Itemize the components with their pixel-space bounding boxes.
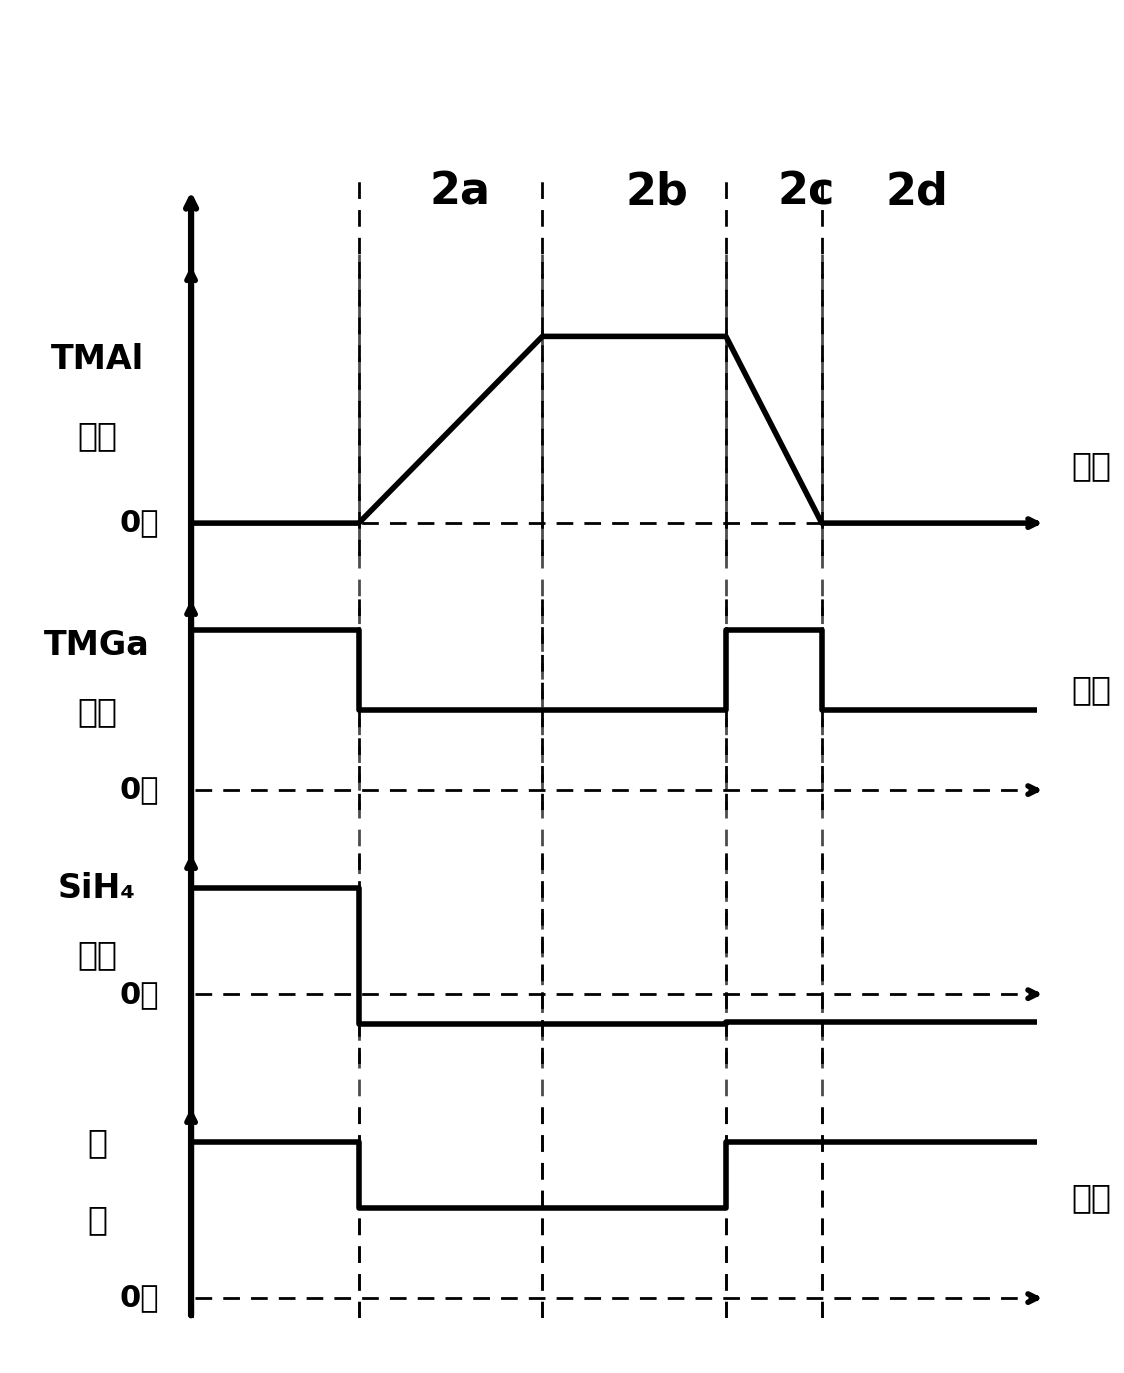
Text: 时间: 时间 — [1071, 449, 1111, 482]
Text: 流量: 流量 — [78, 419, 117, 452]
Text: 2d: 2d — [886, 170, 949, 214]
Text: 温: 温 — [88, 1126, 107, 1159]
Text: TMAl: TMAl — [51, 343, 144, 376]
Text: TMGa: TMGa — [44, 629, 149, 662]
Text: 流量: 流量 — [78, 938, 117, 971]
Text: 流量: 流量 — [78, 695, 117, 728]
Text: 0点: 0点 — [119, 508, 160, 538]
Text: 时间: 时间 — [1071, 1181, 1111, 1214]
Text: 2a: 2a — [429, 170, 491, 214]
Text: 2b: 2b — [625, 170, 688, 214]
Text: 时间: 时间 — [1071, 673, 1111, 706]
Text: 度: 度 — [88, 1203, 107, 1236]
Text: 0点: 0点 — [119, 980, 160, 1009]
Text: 2c: 2c — [778, 170, 835, 214]
Text: 0点: 0点 — [119, 776, 160, 805]
Text: SiH₄: SiH₄ — [58, 872, 136, 905]
Text: 0点: 0点 — [119, 1284, 160, 1313]
